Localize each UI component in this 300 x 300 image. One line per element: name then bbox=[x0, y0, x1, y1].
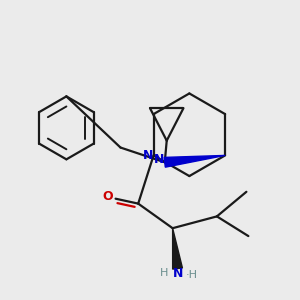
Polygon shape bbox=[164, 155, 225, 167]
Text: H: H bbox=[160, 268, 168, 278]
Text: N: N bbox=[173, 267, 184, 280]
Text: ·H: ·H bbox=[185, 270, 197, 280]
Text: O: O bbox=[102, 190, 113, 203]
Text: N: N bbox=[142, 149, 153, 162]
Polygon shape bbox=[172, 228, 182, 269]
Text: N: N bbox=[154, 153, 164, 166]
